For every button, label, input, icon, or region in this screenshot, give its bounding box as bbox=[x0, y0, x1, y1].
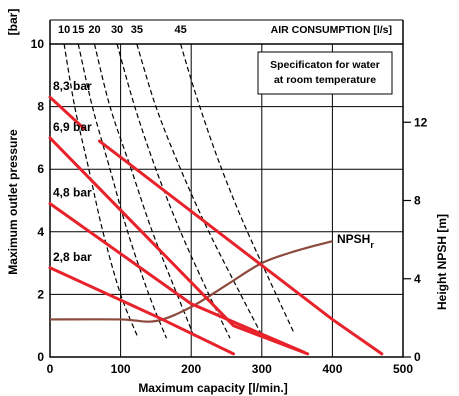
y-tick-label: 6 bbox=[37, 162, 44, 176]
x-axis-label: Maximum capacity [l/min.] bbox=[138, 381, 287, 395]
x-tick-label: 300 bbox=[252, 362, 272, 376]
air-consumption-curve bbox=[63, 43, 139, 339]
air-consumption-curve bbox=[116, 43, 231, 339]
air-tick-label: 10 bbox=[58, 24, 70, 36]
pressure-curves: 8,3 bar 6,9 bar 4,8 bar 2,8 bar bbox=[48, 79, 384, 356]
pressure-curve-label: 4,8 bar bbox=[53, 186, 92, 200]
air-consumption-curve bbox=[180, 43, 295, 333]
air-tick-label: 20 bbox=[88, 24, 100, 36]
pressure-curve bbox=[48, 95, 86, 131]
x-tick-label: 200 bbox=[181, 362, 201, 376]
pressure-curve bbox=[48, 202, 306, 354]
pressure-curve-label: 2,8 bar bbox=[53, 250, 92, 264]
x-tick-label: 0 bbox=[47, 362, 54, 376]
y-axis-unit: [bar] bbox=[6, 9, 20, 36]
y2-tick-label: 4 bbox=[414, 272, 421, 286]
y-axis-label: Maximum outlet pressure bbox=[6, 129, 20, 275]
air-tick-label: 15 bbox=[72, 24, 84, 36]
x-tick-label: 400 bbox=[322, 362, 342, 376]
pressure-curve bbox=[48, 266, 236, 356]
npsh-label-main: NPSH bbox=[337, 232, 370, 246]
air-consumption-curve bbox=[136, 43, 263, 336]
y2-axis-label: Height NPSH [m] bbox=[435, 214, 449, 310]
pressure-curve-label: 8,3 bar bbox=[53, 79, 92, 93]
annotation-line-2: at room temperature bbox=[274, 74, 376, 86]
x-tick-label: 100 bbox=[111, 362, 131, 376]
y2-tick-label: 8 bbox=[414, 194, 421, 208]
y-tick-label: 8 bbox=[37, 100, 44, 114]
y-tick-label: 0 bbox=[37, 350, 44, 364]
annotation-box: Specificaton for water at room temperatu… bbox=[257, 51, 393, 95]
x-tick-label: 500 bbox=[393, 362, 413, 376]
air-tick-label: 45 bbox=[174, 24, 186, 36]
air-consumption-curve bbox=[77, 43, 168, 339]
y-tick-label: 4 bbox=[37, 225, 44, 239]
grid bbox=[49, 19, 404, 358]
y2-tick-label: 12 bbox=[414, 115, 428, 129]
air-tick-label: 30 bbox=[111, 24, 123, 36]
annotation-line-1: Specificaton for water bbox=[270, 59, 380, 71]
y-tick-label: 2 bbox=[37, 287, 44, 301]
npsh-label: NPSHr bbox=[337, 232, 374, 250]
y2-tick-label: 0 bbox=[414, 350, 421, 364]
y-tick-label: 10 bbox=[31, 37, 45, 51]
air-tick-label: 35 bbox=[131, 24, 143, 36]
pressure-curve bbox=[97, 139, 384, 356]
top-axis-label: AIR CONSUMPTION [l/s] bbox=[271, 24, 392, 36]
npsh-label-sub: r bbox=[370, 240, 374, 250]
pressure-curve-label: 6,9 bar bbox=[53, 120, 92, 134]
